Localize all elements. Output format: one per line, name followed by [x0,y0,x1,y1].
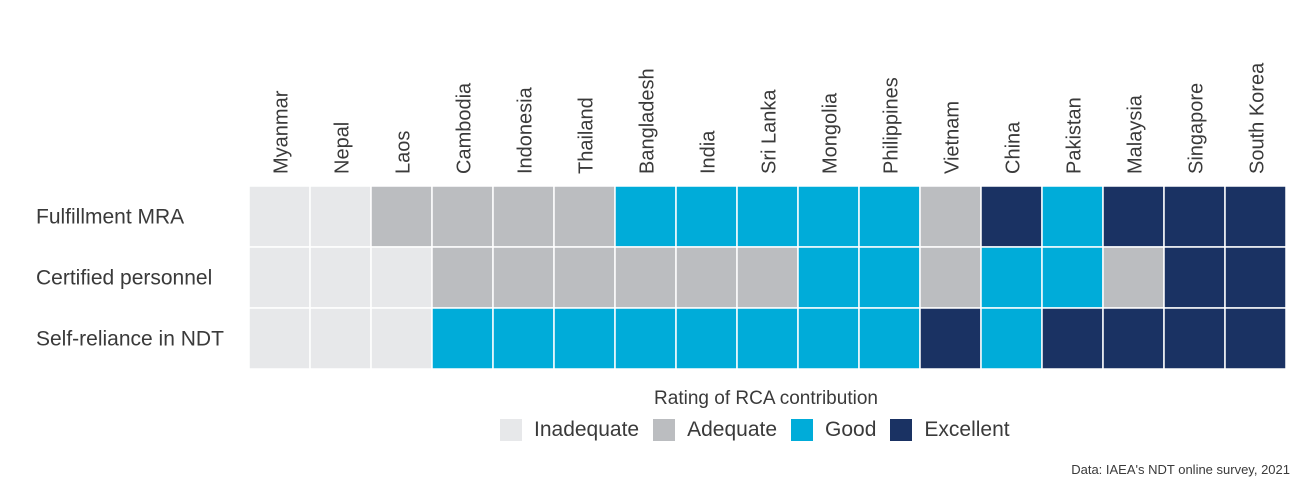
heatmap-cell [1041,185,1104,248]
heatmap-cell [370,307,433,370]
legend-swatch [653,419,676,441]
legend-label: Excellent [924,418,1010,441]
heatmap-cell [1041,246,1104,309]
column-label: Pakistan [1064,97,1086,174]
heatmap-cell [1224,246,1287,309]
row-label: Self-reliance in NDT [36,328,224,351]
heatmap-cell [248,307,311,370]
heatmap-cell [1224,307,1287,370]
heatmap-cell [1041,307,1104,370]
heatmap-cell [675,307,738,370]
row-label: Certified personnel [36,267,212,290]
heatmap-cell [553,246,616,309]
heatmap-cell [858,185,921,248]
heatmap-cell [614,307,677,370]
heatmap-cell [370,185,433,248]
column-label: Indonesia [515,86,537,174]
heatmap-cell [919,307,982,370]
heatmap-cell [980,185,1043,248]
column-label: Thailand [576,97,598,174]
heatmap-cell [919,246,982,309]
heatmap-cell [248,185,311,248]
column-label: Sri Lanka [759,89,781,174]
heatmap-cell [492,185,555,248]
heatmap-cell [675,185,738,248]
heatmap-cell [797,185,860,248]
heatmap-cell [431,307,494,370]
legend-label: Good [825,418,877,441]
row-label: Fulfillment MRA [36,206,184,229]
column-label: Nepal [332,122,354,174]
legend-item: Adequate [653,418,777,442]
heatmap-cell [248,246,311,309]
heatmap-cell [1102,307,1165,370]
heatmap-cell [736,185,799,248]
heatmap-cell [797,246,860,309]
legend-item: Excellent [890,418,1010,442]
heatmap-cell [675,246,738,309]
column-label: Mongolia [820,92,842,174]
heatmap-chart: Myanmar Nepal Laos Cambodia Indonesia Thailan… [36,62,1287,370]
column-label: China [1003,121,1025,174]
heatmap-cell [614,246,677,309]
heatmap-cell [1102,185,1165,248]
heatmap-cell [431,185,494,248]
column-label: South Korea [1247,62,1269,174]
column-label: Bangladesh [637,68,659,174]
heatmap-cell [1163,246,1226,309]
legend-item: Inadequate [500,418,639,442]
column-label: Singapore [1186,83,1208,174]
heatmap-cell [309,246,372,309]
column-label: Philippines [881,77,903,174]
heatmap-cell [1163,307,1226,370]
legend-item: Good [791,418,876,442]
legend-swatch [791,419,814,441]
heatmap-cell [1224,185,1287,248]
heatmap-cell [858,307,921,370]
heatmap-cell [1102,246,1165,309]
heatmap-cell [858,246,921,309]
source-note: Data: IAEA's NDT online survey, 2021 [1071,462,1290,477]
heatmap-cell [553,307,616,370]
legend: Inadequate Adequate Good Excellent [500,418,1024,442]
legend-label: Inadequate [534,418,640,441]
heatmap-cell [431,246,494,309]
heatmap-cell [736,246,799,309]
heatmap-cell [1163,185,1226,248]
heatmap-cell [980,246,1043,309]
column-label: Cambodia [454,82,476,174]
legend-swatch [890,419,913,441]
column-label: India [698,130,720,174]
heatmap-cell [492,307,555,370]
heatmap-cell [553,185,616,248]
column-label: Myanmar [271,90,293,174]
heatmap-cell [980,307,1043,370]
heatmap-cell [614,185,677,248]
heatmap-cell [736,307,799,370]
column-label: Malaysia [1125,94,1147,174]
heatmap-cell [309,185,372,248]
heatmap-cell [370,246,433,309]
legend-label: Adequate [687,418,778,441]
legend-title: Rating of RCA contribution [654,388,878,409]
heatmap-cell [797,307,860,370]
column-label: Vietnam [942,101,964,174]
heatmap-cell [309,307,372,370]
heatmap-cell [919,185,982,248]
column-label: Laos [393,131,415,174]
heatmap-cell [492,246,555,309]
legend-swatch [500,419,522,441]
